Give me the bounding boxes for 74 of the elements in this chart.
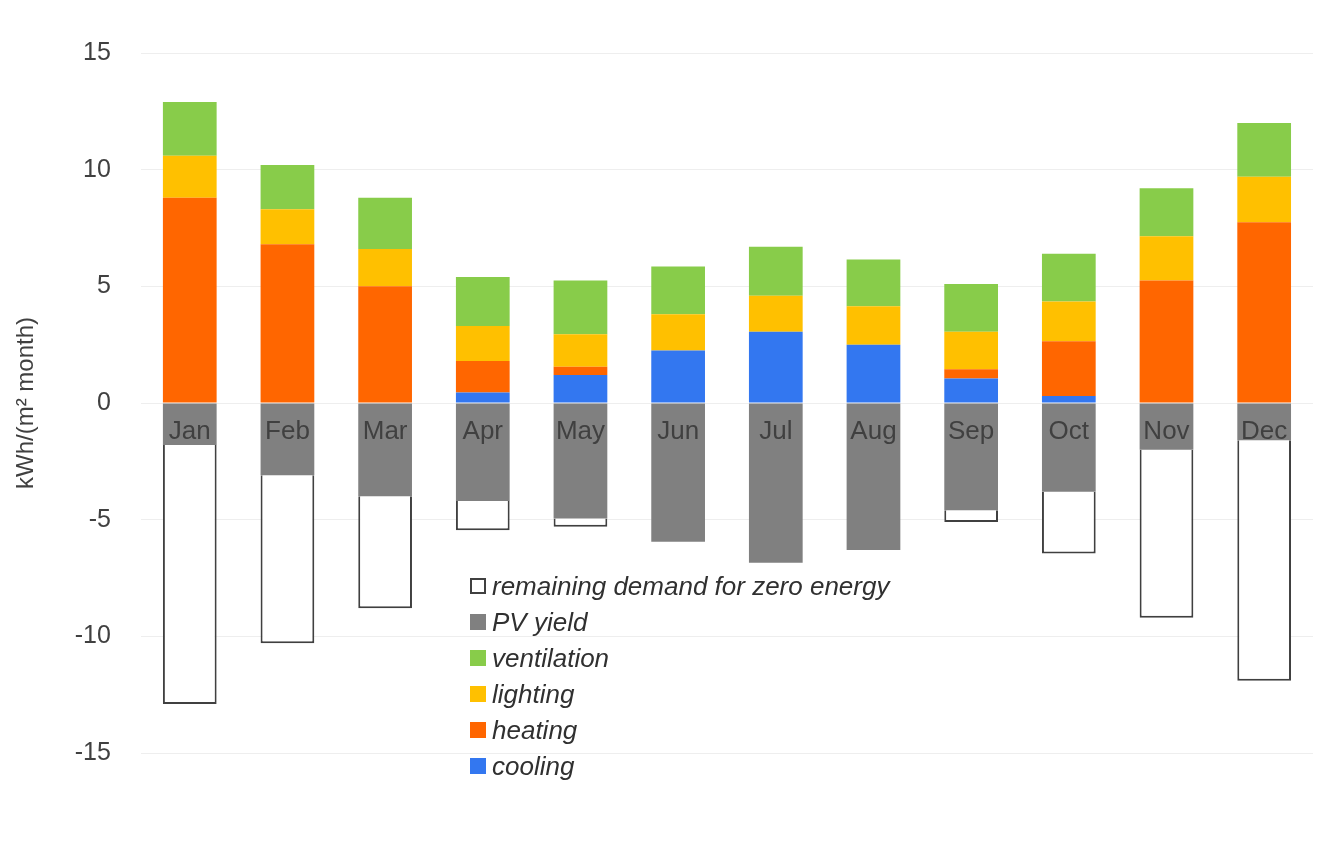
- y-tick-label: 15: [83, 36, 111, 65]
- bar: [1041, 396, 1096, 403]
- bar: [944, 378, 999, 403]
- bar: [944, 284, 999, 332]
- bar: [260, 209, 315, 245]
- y-axis-title: kWh/(m² month): [11, 316, 39, 490]
- y-tick-label: -15: [74, 736, 111, 765]
- y-tick-label: -5: [88, 503, 111, 532]
- legend-label: remaining demand for zero energy: [492, 570, 890, 603]
- legend-label: heating: [492, 714, 578, 747]
- bar: [455, 361, 510, 393]
- x-tick-label: Feb: [265, 415, 310, 446]
- bar: [1041, 403, 1096, 492]
- bar: [553, 366, 608, 375]
- y-tick-label: -10: [74, 620, 111, 649]
- x-tick-label: Jun: [657, 415, 700, 446]
- bar: [1237, 123, 1292, 177]
- bar: [1237, 222, 1292, 403]
- bar: [162, 197, 217, 403]
- bar: [1041, 341, 1096, 396]
- bar: [1139, 236, 1194, 281]
- bar: [162, 102, 217, 156]
- bar: [1139, 188, 1194, 237]
- bar: [358, 286, 412, 403]
- x-tick-label: Sep: [948, 415, 995, 446]
- bar: [846, 344, 901, 403]
- y-tick-label: 5: [97, 270, 111, 299]
- legend-label: lighting: [492, 678, 575, 711]
- y-tick-label: 0: [97, 386, 111, 415]
- legend-label: PV yield: [492, 606, 588, 639]
- legend-label: ventilation: [492, 642, 610, 675]
- bar: [651, 403, 705, 542]
- bar: [1041, 253, 1096, 302]
- legend-label: cooling: [492, 750, 575, 783]
- y-tick-label: 10: [83, 153, 111, 182]
- x-tick-label: Apr: [462, 415, 504, 446]
- bar: [944, 369, 999, 379]
- bar: [748, 331, 803, 403]
- bar: [260, 165, 315, 210]
- x-tick-label: Dec: [1241, 415, 1288, 446]
- bar: [1139, 280, 1194, 403]
- bar: [162, 155, 217, 198]
- bar: [455, 277, 510, 326]
- bar: [455, 326, 510, 361]
- bar: [651, 266, 705, 315]
- bar: [358, 197, 412, 249]
- bar: [455, 403, 510, 501]
- bar: [944, 403, 999, 511]
- bar: [1237, 176, 1292, 223]
- x-tick-label: Aug: [850, 415, 897, 446]
- bar: [846, 306, 901, 345]
- bar: [358, 403, 412, 497]
- bar: [846, 403, 901, 550]
- bar: [553, 403, 608, 519]
- bar: [748, 246, 803, 296]
- bar: [1041, 301, 1096, 342]
- bar: [455, 392, 510, 403]
- bar: [553, 375, 608, 403]
- bar: [358, 249, 412, 287]
- x-tick-label: May: [555, 415, 606, 446]
- bar: [651, 350, 705, 403]
- bar: [651, 314, 705, 351]
- bar: [553, 334, 608, 367]
- x-tick-label: Jul: [759, 415, 793, 446]
- bar: [260, 244, 315, 403]
- x-tick-label: Oct: [1048, 415, 1090, 446]
- x-tick-label: Nov: [1143, 415, 1190, 446]
- x-tick-label: Mar: [362, 415, 408, 446]
- bar: [846, 259, 901, 307]
- x-tick-label: Jan: [168, 415, 211, 446]
- bar: [748, 403, 803, 563]
- bar: [748, 295, 803, 332]
- bar: [944, 331, 999, 370]
- bar: [553, 280, 608, 335]
